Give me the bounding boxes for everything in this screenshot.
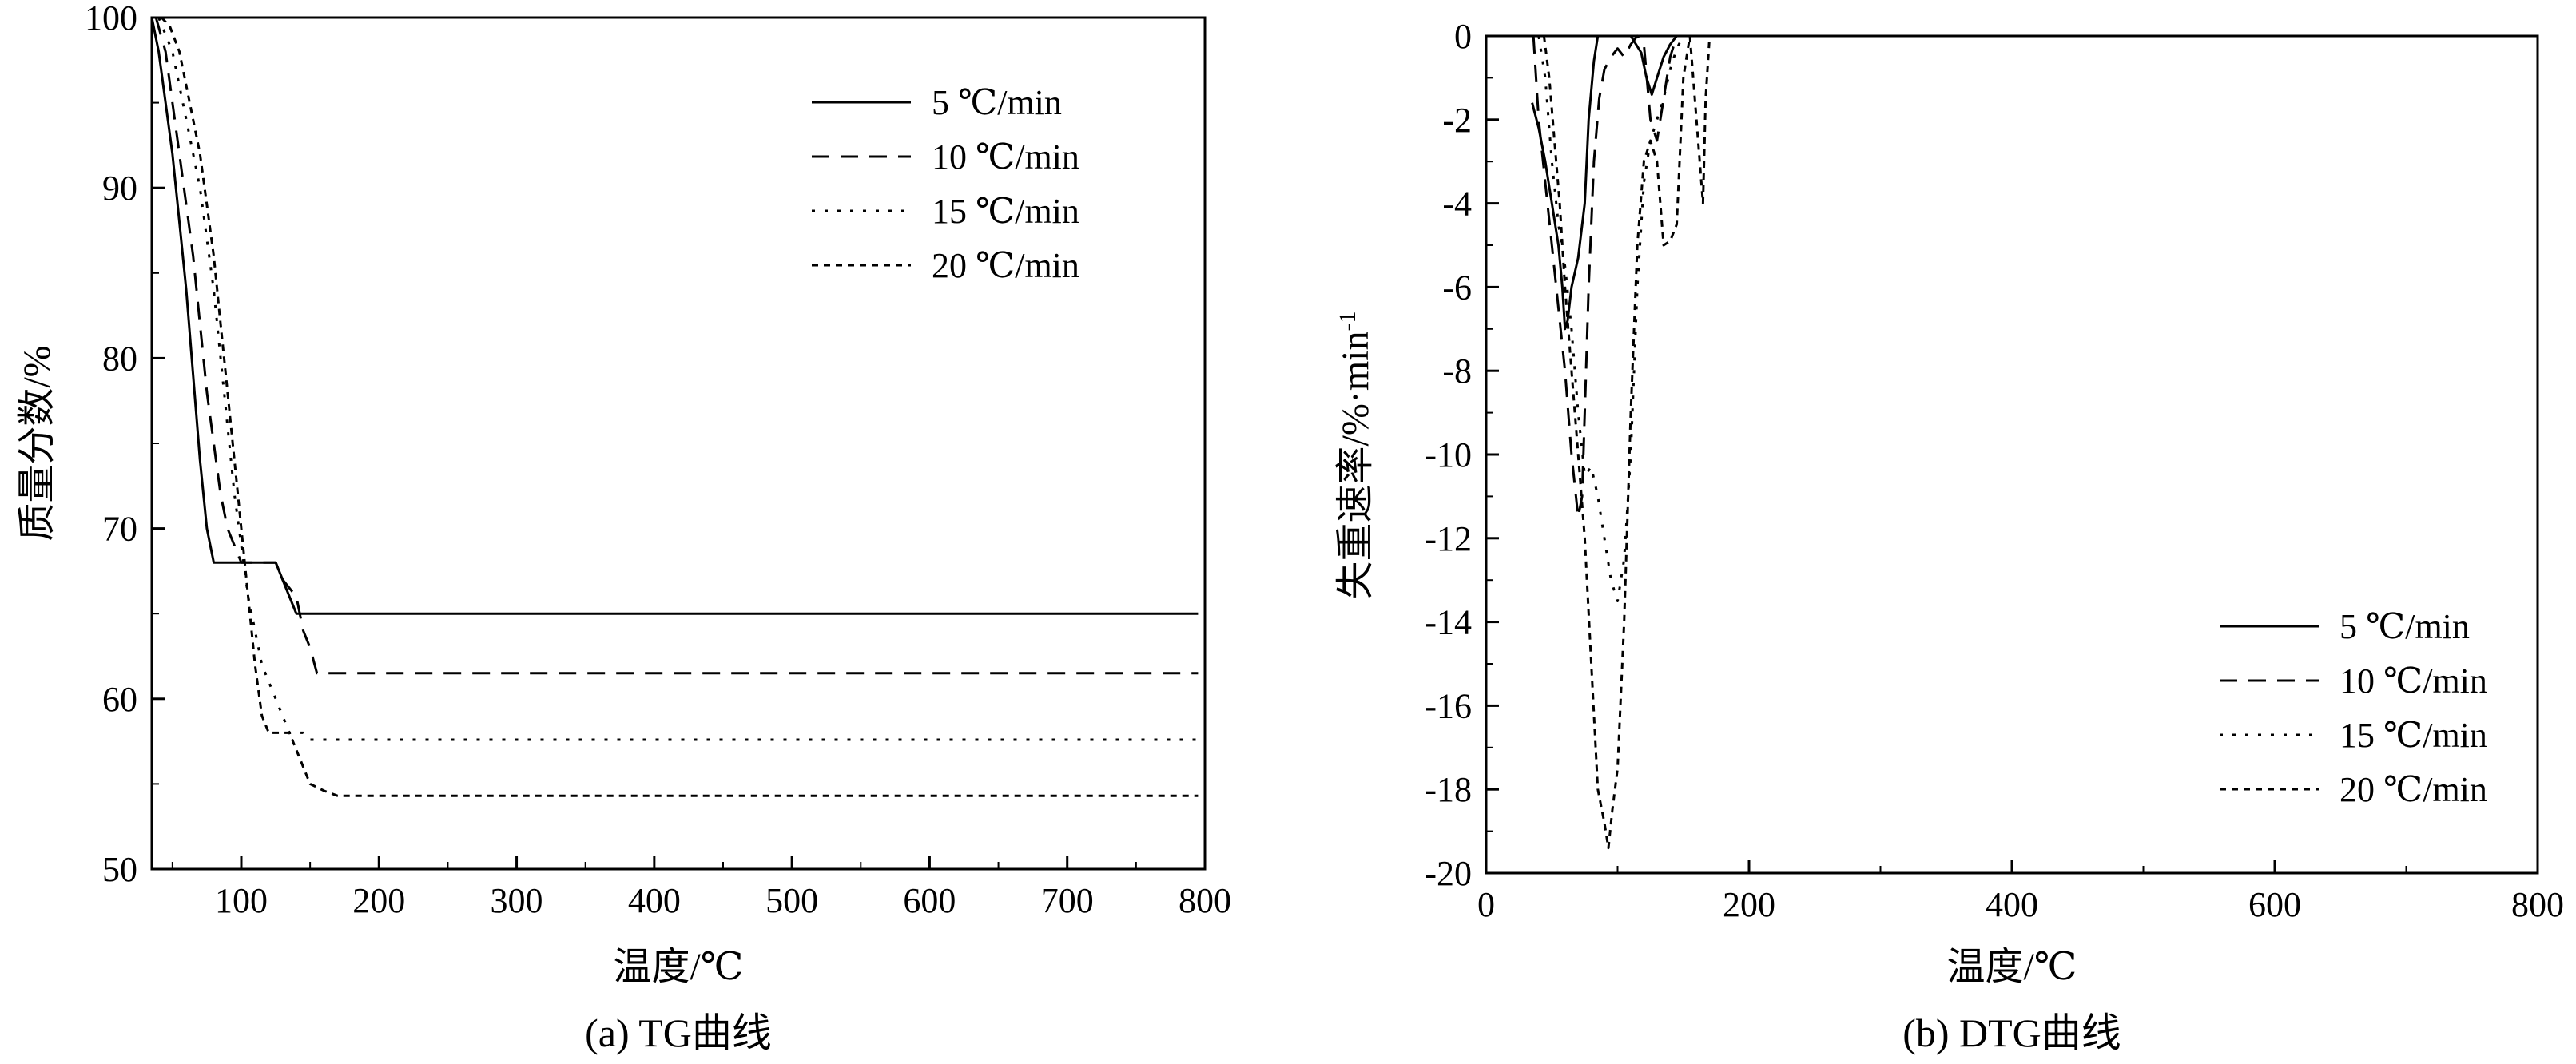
dtg-legend-label-3: 15 ℃/min xyxy=(2339,716,2487,755)
dtg-y-tick-label: -6 xyxy=(1442,268,1472,307)
tg-y-tick-label: 70 xyxy=(102,510,137,549)
dtg-y-tick-label: -12 xyxy=(1425,519,1472,558)
dtg-y-tick-label: -4 xyxy=(1442,185,1472,224)
tg-x-tick-label: 200 xyxy=(352,881,405,920)
tg-y-axis-label: 质量分数/% xyxy=(16,345,58,541)
tg-series-line-4 xyxy=(161,16,1199,797)
tg-ticks: 100 200 300 400 500 600 700 800 50 60 70 80 90 100 xyxy=(85,0,1231,920)
dtg-y-tick-label: -2 xyxy=(1442,101,1472,140)
dtg-x-tick-label: 800 xyxy=(2511,885,2564,924)
tg-y-tick-label: 90 xyxy=(102,169,137,208)
tg-legend-label-1: 5 ℃/min xyxy=(932,83,1062,122)
tg-x-tick-label: 800 xyxy=(1179,881,1231,920)
tg-x-tick-label: 100 xyxy=(215,881,268,920)
dtg-legend: 5 ℃/min 10 ℃/min 15 ℃/min 20 ℃/min xyxy=(2220,607,2487,809)
tg-x-tick-label: 700 xyxy=(1041,881,1094,920)
dtg-y-tick-label: -16 xyxy=(1425,686,1472,725)
dtg-series-line-1 xyxy=(1531,34,2538,331)
dtg-y-tick-label: -8 xyxy=(1442,351,1472,391)
dtg-y-axis-label: 失重速率/%·min-1 xyxy=(1334,312,1377,600)
dtg-series-line-2 xyxy=(1532,34,2538,519)
dtg-series-line-4 xyxy=(1542,34,2538,850)
dtg-y-tick-label: -14 xyxy=(1425,603,1472,642)
tg-y-tick-label: 60 xyxy=(102,680,137,719)
tg-x-tick-label: 400 xyxy=(628,881,681,920)
dtg-y-tick-label: -10 xyxy=(1425,435,1472,474)
dtg-x-tick-label: 0 xyxy=(1477,885,1495,924)
tg-series xyxy=(150,16,1199,797)
dtg-x-tick-label: 200 xyxy=(1723,885,1775,924)
dtg-legend-label-2: 10 ℃/min xyxy=(2339,661,2487,701)
dtg-y-tick-label: 0 xyxy=(1454,17,1472,56)
dtg-legend-label-4: 20 ℃/min xyxy=(2339,770,2487,809)
dtg-ticks: 0 200 400 600 800-20-18-16-14-12-10-8-6-4-20 xyxy=(1425,17,2564,924)
dtg-legend-label-1: 5 ℃/min xyxy=(2339,607,2470,646)
tg-x-tick-label: 300 xyxy=(491,881,543,920)
tg-legend-label-2: 10 ℃/min xyxy=(932,137,1079,177)
dtg-y-tick-label: -20 xyxy=(1425,854,1472,893)
dtg-caption: (b) DTG曲线 xyxy=(1902,1010,2121,1055)
tg-legend-label-3: 15 ℃/min xyxy=(932,192,1079,231)
tg-chart: 100 200 300 400 500 600 700 800 50 60 70 80 90 100 5 … xyxy=(16,0,1231,1055)
tg-x-axis-label: 温度/℃ xyxy=(613,946,743,988)
dtg-chart: 0 200 400 600 800-20-18-16-14-12-10-8-6-4-20… xyxy=(1334,17,2565,1055)
tg-y-tick-label: 80 xyxy=(102,339,137,378)
tg-y-tick-label: 50 xyxy=(102,850,137,889)
tg-legend: 5 ℃/min 10 ℃/min 15 ℃/min 20 ℃/min xyxy=(812,83,1079,285)
tg-legend-label-4: 20 ℃/min xyxy=(932,246,1079,285)
dtg-x-tick-label: 600 xyxy=(2248,885,2301,924)
dtg-series-line-3 xyxy=(1537,34,2538,602)
dtg-y-tick-label: -18 xyxy=(1425,770,1472,809)
dtg-x-axis-label: 温度/℃ xyxy=(1946,946,2077,988)
dtg-series xyxy=(1531,34,2538,850)
tg-series-line-2 xyxy=(154,17,1199,675)
tg-y-tick-label: 100 xyxy=(85,0,137,38)
tg-x-tick-label: 600 xyxy=(903,881,956,920)
tg-series-line-3 xyxy=(157,17,1199,741)
tg-x-tick-label: 500 xyxy=(765,881,818,920)
dtg-x-tick-label: 400 xyxy=(1986,885,2038,924)
tg-caption: (a) TG曲线 xyxy=(585,1010,772,1055)
